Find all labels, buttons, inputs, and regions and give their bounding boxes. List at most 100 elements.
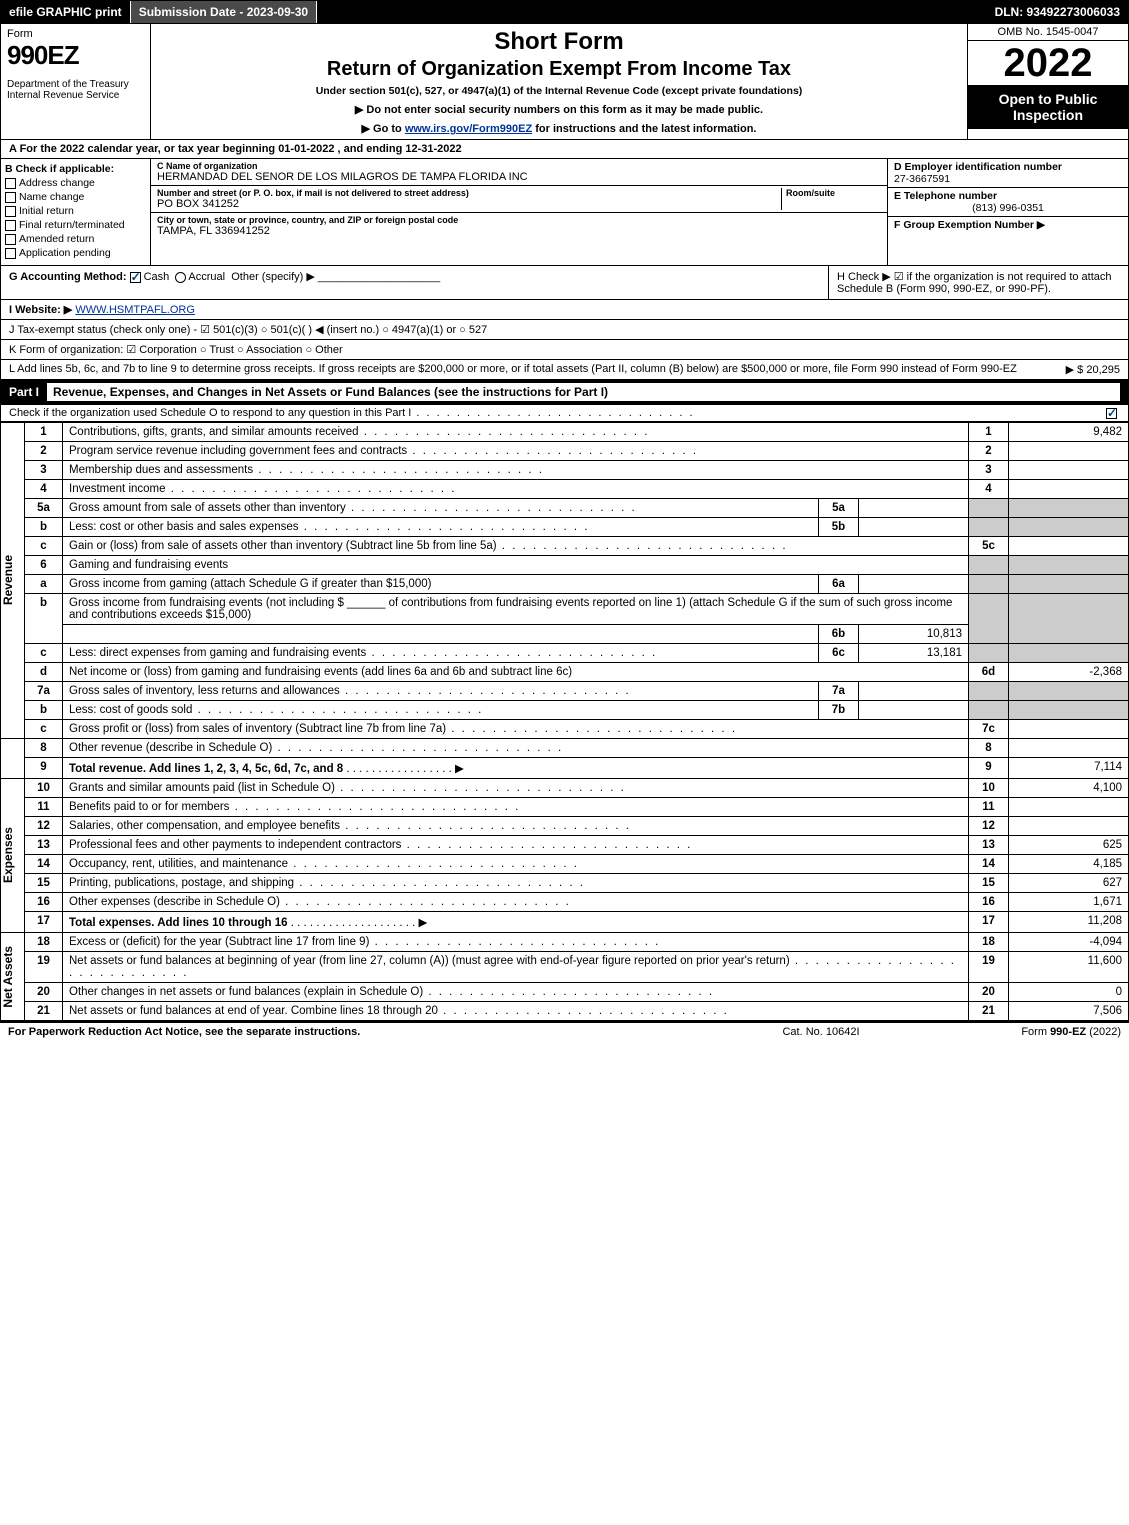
footer-paperwork-notice: For Paperwork Reduction Act Notice, see … — [8, 1026, 721, 1038]
line-6c-desc: Less: direct expenses from gaming and fu… — [63, 644, 819, 663]
line-6-desc: Gaming and fundraising events — [63, 556, 969, 575]
group-exemption-label: F Group Exemption Number ▶ — [894, 219, 1122, 231]
footer-form-ref: Form 990-EZ (2022) — [921, 1026, 1121, 1038]
address-cell: Number and street (or P. O. box, if mail… — [151, 186, 887, 213]
chk-name-change[interactable]: Name change — [5, 191, 146, 203]
expenses-section-label: Expenses — [1, 827, 15, 883]
part1-sub-text: Check if the organization used Schedule … — [9, 407, 1100, 419]
line-5a-desc: Gross amount from sale of assets other t… — [63, 499, 819, 518]
city-label: City or town, state or province, country… — [157, 215, 881, 225]
chk-final-return[interactable]: Final return/terminated — [5, 219, 146, 231]
col-c: C Name of organization HERMANDAD DEL SEN… — [151, 159, 888, 265]
org-name-label: C Name of organization — [157, 161, 881, 171]
line-21-desc: Net assets or fund balances at end of ye… — [63, 1002, 969, 1021]
chk-cash[interactable] — [130, 272, 141, 283]
row-l: L Add lines 5b, 6c, and 7b to line 9 to … — [0, 360, 1129, 380]
chk-address-change[interactable]: Address change — [5, 177, 146, 189]
line-1-amt: 9,482 — [1009, 423, 1129, 442]
city: TAMPA, FL 336941252 — [157, 225, 881, 237]
line-14-desc: Occupancy, rent, utilities, and maintena… — [63, 855, 969, 874]
line-10-desc: Grants and similar amounts paid (list in… — [63, 779, 969, 798]
header-center: Short Form Return of Organization Exempt… — [151, 24, 968, 139]
row-j: J Tax-exempt status (check only one) - ☑… — [0, 320, 1129, 340]
line-15-desc: Printing, publications, postage, and shi… — [63, 874, 969, 893]
tax-year: 2022 — [968, 41, 1128, 85]
line-8-desc: Other revenue (describe in Schedule O) — [63, 739, 969, 758]
chk-amended-return[interactable]: Amended return — [5, 233, 146, 245]
part1-schedule-o-checkbox[interactable] — [1100, 407, 1120, 419]
line-19-amt: 11,600 — [1009, 952, 1129, 983]
form-subtitle: Return of Organization Exempt From Incom… — [155, 58, 963, 81]
goto-pre: ▶ Go to — [362, 123, 405, 135]
form-number: 990EZ — [7, 40, 144, 71]
line-6d-desc: Net income or (loss) from gaming and fun… — [63, 663, 969, 682]
line-6a-desc: Gross income from gaming (attach Schedul… — [63, 575, 819, 594]
line-17-amt: 11,208 — [1009, 912, 1129, 933]
line-13-desc: Professional fees and other payments to … — [63, 836, 969, 855]
line-9-desc: Total revenue. Add lines 1, 2, 3, 4, 5c,… — [63, 758, 969, 779]
line-16-amt: 1,671 — [1009, 893, 1129, 912]
form-label: Form — [7, 28, 144, 40]
line-18-amt: -4,094 — [1009, 933, 1129, 952]
part1-sub: Check if the organization used Schedule … — [0, 405, 1129, 422]
org-name: HERMANDAD DEL SENOR DE LOS MILAGROS DE T… — [157, 171, 881, 183]
tel-label: E Telephone number — [894, 190, 1122, 202]
irs-link[interactable]: www.irs.gov/Form990EZ — [405, 123, 532, 135]
form-under-section: Under section 501(c), 527, or 4947(a)(1)… — [155, 85, 963, 97]
submission-date-button[interactable]: Submission Date - 2023-09-30 — [131, 1, 317, 23]
chk-accrual[interactable] — [175, 272, 186, 283]
department-label: Department of the Treasury Internal Reve… — [7, 79, 144, 101]
line-6c-val: 13,181 — [859, 644, 969, 663]
efile-print-button[interactable]: efile GRAPHIC print — [1, 1, 131, 23]
col-b: B Check if applicable: Address change Na… — [1, 159, 151, 265]
line-7b-desc: Less: cost of goods sold — [63, 701, 819, 720]
ssn-warning: ▶ Do not enter social security numbers o… — [155, 103, 963, 116]
form-title: Short Form — [155, 28, 963, 56]
header-right: OMB No. 1545-0047 2022 Open to Public In… — [968, 24, 1128, 139]
part1-header: Part I Revenue, Expenses, and Changes in… — [0, 380, 1129, 405]
row-i: I Website: ▶ WWW.HSMTPAFL.ORG — [0, 300, 1129, 320]
row-g-h: G Accounting Method: Cash Accrual Other … — [0, 266, 1129, 300]
room-label: Room/suite — [786, 188, 881, 198]
row-l-text: L Add lines 5b, 6c, and 7b to line 9 to … — [9, 363, 1020, 376]
line-14-amt: 4,185 — [1009, 855, 1129, 874]
line-7c-desc: Gross profit or (loss) from sales of inv… — [63, 720, 969, 739]
omb-number: OMB No. 1545-0047 — [968, 24, 1128, 41]
line-9-amt: 7,114 — [1009, 758, 1129, 779]
line-6b-val: 10,813 — [859, 625, 969, 644]
city-cell: City or town, state or province, country… — [151, 213, 887, 239]
address-label: Number and street (or P. O. box, if mail… — [157, 188, 781, 198]
chk-application-pending[interactable]: Application pending — [5, 247, 146, 259]
ein: 27-3667591 — [894, 173, 1122, 185]
line-16-desc: Other expenses (describe in Schedule O) — [63, 893, 969, 912]
line-20-desc: Other changes in net assets or fund bala… — [63, 983, 969, 1002]
info-grid: B Check if applicable: Address change Na… — [0, 159, 1129, 266]
line-1-desc: Contributions, gifts, grants, and simila… — [63, 423, 969, 442]
footer: For Paperwork Reduction Act Notice, see … — [0, 1021, 1129, 1041]
form-header: Form 990EZ Department of the Treasury In… — [0, 24, 1129, 140]
group-exemption-cell: F Group Exemption Number ▶ — [888, 217, 1128, 233]
line-3-desc: Membership dues and assessments — [63, 461, 969, 480]
net-assets-section-label: Net Assets — [1, 946, 15, 1008]
part1-label: Part I — [9, 385, 47, 399]
row-l-amount: ▶ $ 20,295 — [1020, 363, 1120, 376]
line-6b-desc-1: Gross income from fundraising events (no… — [63, 594, 969, 625]
goto-post: for instructions and the latest informat… — [532, 123, 756, 135]
website-label: I Website: ▶ — [9, 304, 72, 316]
org-name-cell: C Name of organization HERMANDAD DEL SEN… — [151, 159, 887, 186]
header-left: Form 990EZ Department of the Treasury In… — [1, 24, 151, 139]
part1-title: Revenue, Expenses, and Changes in Net As… — [47, 383, 1120, 401]
address: PO BOX 341252 — [157, 198, 781, 210]
line-15-amt: 627 — [1009, 874, 1129, 893]
line-13-amt: 625 — [1009, 836, 1129, 855]
website-link[interactable]: WWW.HSMTPAFL.ORG — [75, 304, 195, 316]
accounting-method-label: G Accounting Method: — [9, 271, 127, 283]
line-4-desc: Investment income — [63, 480, 969, 499]
line-18-desc: Excess or (deficit) for the year (Subtra… — [63, 933, 969, 952]
line-5b-desc: Less: cost or other basis and sales expe… — [63, 518, 819, 537]
telephone: (813) 996-0351 — [894, 202, 1122, 214]
chk-initial-return[interactable]: Initial return — [5, 205, 146, 217]
line-20-amt: 0 — [1009, 983, 1129, 1002]
footer-cat-no: Cat. No. 10642I — [721, 1026, 921, 1038]
tel-cell: E Telephone number (813) 996-0351 — [888, 188, 1128, 217]
